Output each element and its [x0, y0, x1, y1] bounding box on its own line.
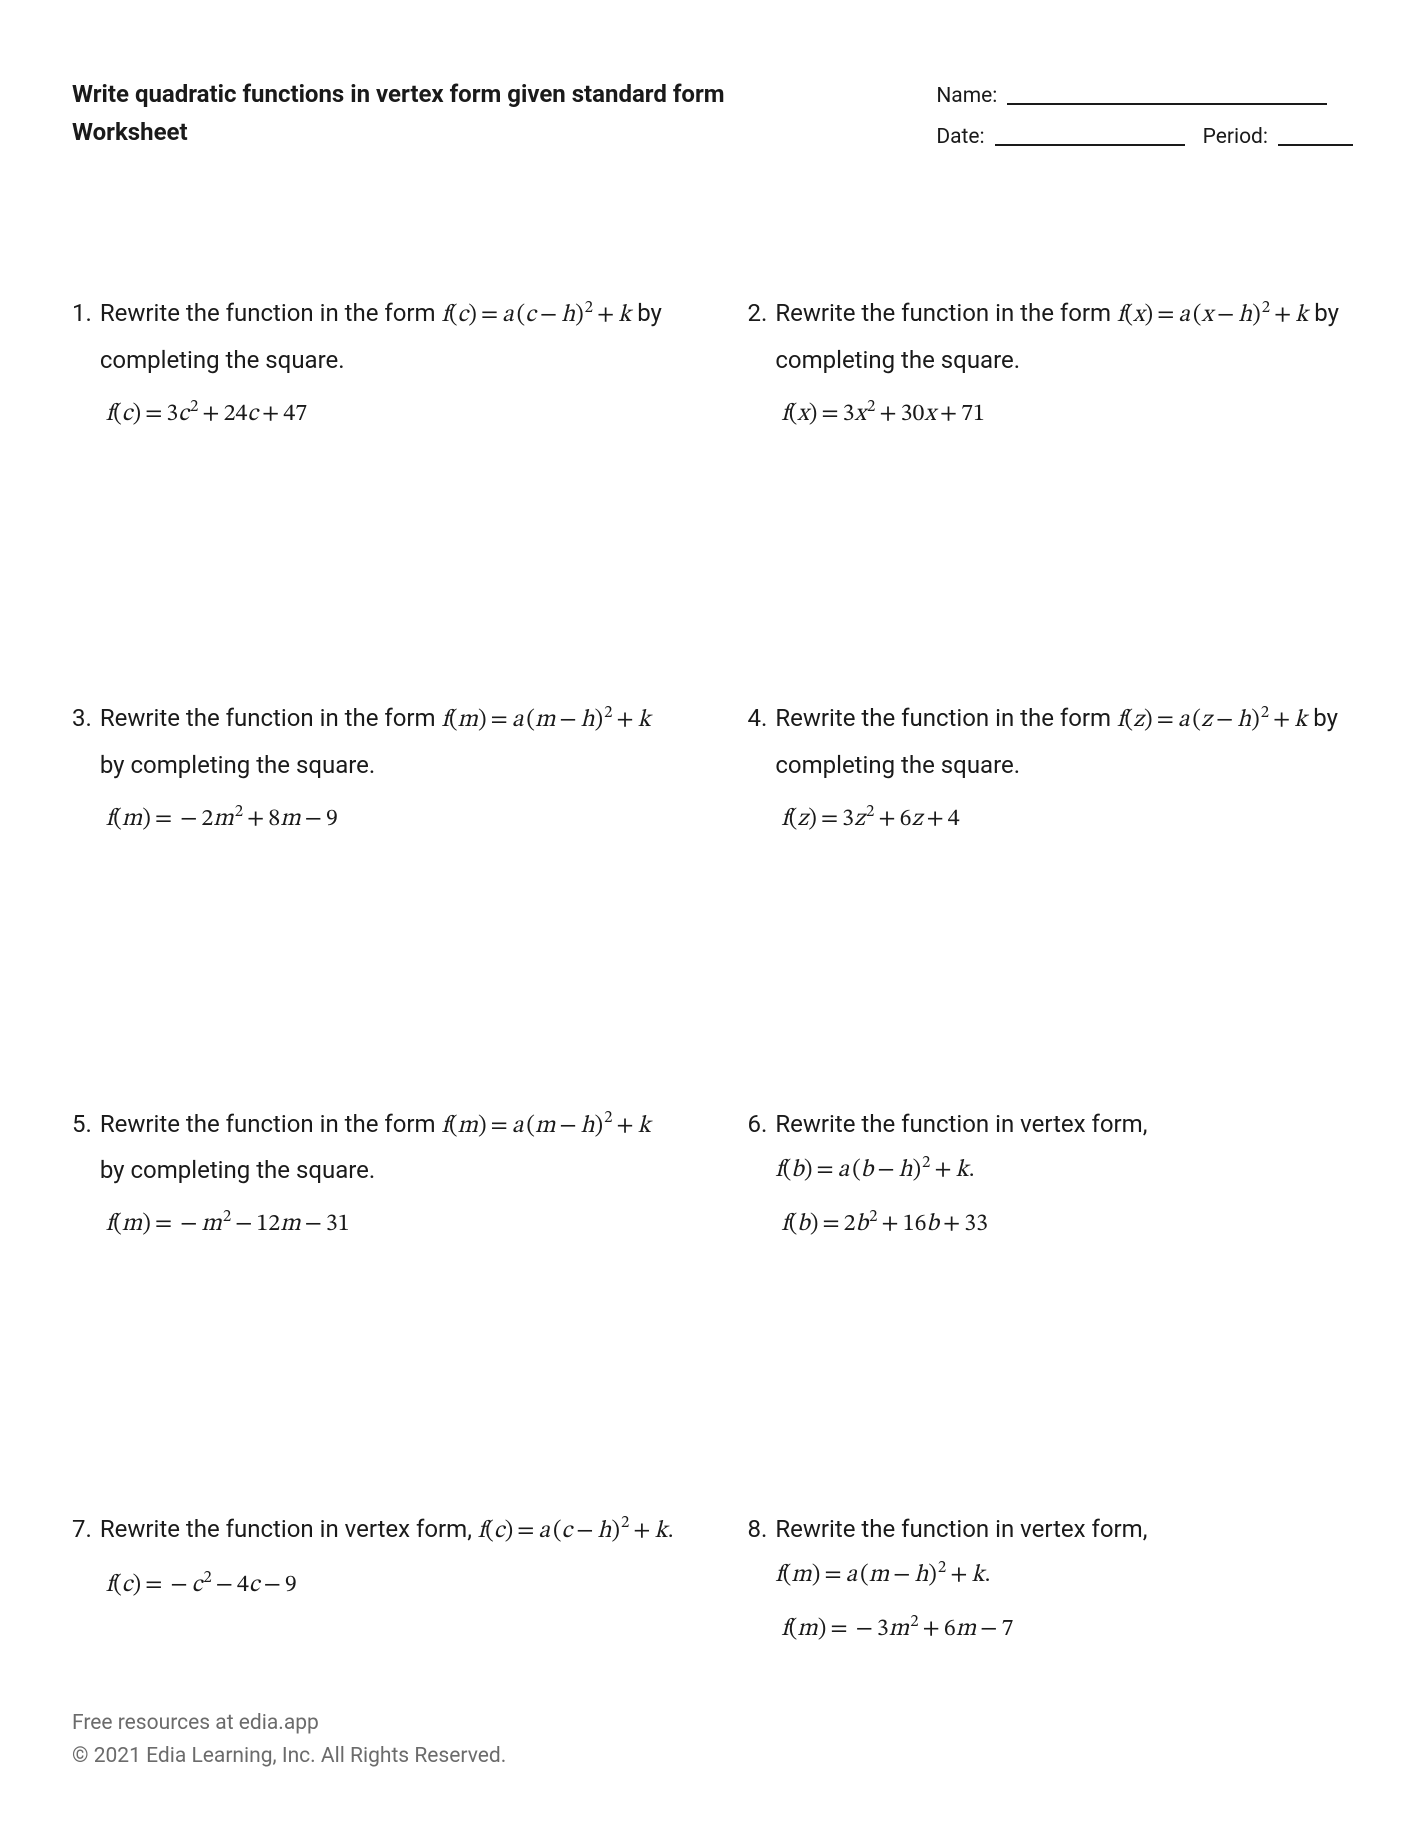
problem-1: 1.Rewrite the function in the form f(c)=…	[72, 291, 678, 436]
footer-line-1: Free resources at edia.app	[72, 1707, 506, 1741]
problem-equation: f(m)=−2m2+8m−9	[100, 795, 678, 841]
problem-5: 5.Rewrite the function in the form f(m)=…	[72, 1102, 678, 1247]
problem-body: Rewrite the function in the form f(m)=a …	[100, 1102, 678, 1247]
period-label: Period:	[1203, 125, 1268, 149]
problem-prompt: Rewrite the function in the form f(x)=a …	[775, 291, 1353, 382]
problem-body: Rewrite the function in the form f(c)=a …	[100, 291, 678, 436]
problem-prompt: Rewrite the function in the form f(z)=a …	[775, 696, 1353, 787]
date-period-line: Date: Period:	[936, 120, 1353, 149]
date-blank	[995, 123, 1185, 146]
problems-grid: 1.Rewrite the function in the form f(c)=…	[72, 291, 1353, 1652]
date-label: Date:	[936, 125, 984, 149]
problem-body: Rewrite the function in the form f(z)=a …	[775, 696, 1353, 841]
problem-equation: f(x)=3x2+30x+71	[775, 390, 1353, 436]
problem-equation: f(z)=3z2+6z+4	[775, 795, 1353, 841]
problem-3: 3.Rewrite the function in the form f(m)=…	[72, 696, 678, 841]
name-label: Name:	[936, 84, 997, 108]
problem-7: 7.Rewrite the function in vertex form, f…	[72, 1507, 678, 1652]
problem-prompt: Rewrite the function in vertex form, f(m…	[775, 1507, 1353, 1598]
problem-number: 1.	[72, 291, 92, 335]
problem-body: Rewrite the function in the form f(x)=a …	[775, 291, 1353, 436]
worksheet-header: Write quadratic functions in vertex form…	[72, 75, 1353, 161]
problem-number: 6.	[748, 1102, 768, 1146]
problem-number: 5.	[72, 1102, 92, 1146]
problem-prompt: Rewrite the function in the form f(m)=a …	[100, 1102, 678, 1193]
problem-number: 3.	[72, 696, 92, 740]
problem-prompt: Rewrite the function in vertex form, f(b…	[775, 1102, 1353, 1193]
problem-number: 8.	[748, 1507, 768, 1551]
problem-number: 4.	[748, 696, 768, 740]
meta-block: Name: Date: Period:	[936, 75, 1353, 161]
problem-number: 7.	[72, 1507, 92, 1551]
problem-equation: f(c)=3c2+24c+47	[100, 390, 678, 436]
problem-equation: f(m)=−3m2+6m−7	[775, 1605, 1353, 1651]
worksheet-footer: Free resources at edia.app © 2021 Edia L…	[72, 1707, 506, 1774]
period-blank	[1278, 123, 1353, 146]
problem-8: 8.Rewrite the function in vertex form, f…	[748, 1507, 1354, 1652]
problem-4: 4.Rewrite the function in the form f(z)=…	[748, 696, 1354, 841]
problem-body: Rewrite the function in vertex form, f(b…	[775, 1102, 1353, 1247]
problem-6: 6.Rewrite the function in vertex form, f…	[748, 1102, 1354, 1247]
title-block: Write quadratic functions in vertex form…	[72, 75, 812, 152]
problem-body: Rewrite the function in vertex form, f(m…	[775, 1507, 1353, 1652]
problem-equation: f(m)=−m2−12m−31	[100, 1200, 678, 1246]
problem-prompt: Rewrite the function in vertex form, f(c…	[100, 1507, 678, 1553]
problem-prompt: Rewrite the function in the form f(c)=a …	[100, 291, 678, 382]
footer-line-2: © 2021 Edia Learning, Inc. All Rights Re…	[72, 1740, 506, 1774]
worksheet-title: Write quadratic functions in vertex form…	[72, 75, 812, 152]
problem-equation: f(b)=2b2+16b+33	[775, 1200, 1353, 1246]
name-line: Name:	[936, 79, 1353, 108]
problem-body: Rewrite the function in the form f(m)=a …	[100, 696, 678, 841]
name-blank	[1007, 82, 1327, 105]
problem-body: Rewrite the function in vertex form, f(c…	[100, 1507, 678, 1608]
problem-prompt: Rewrite the function in the form f(m)=a …	[100, 696, 678, 787]
problem-equation: f(c)=−c2−4c−9	[100, 1561, 678, 1607]
problem-number: 2.	[748, 291, 768, 335]
problem-2: 2.Rewrite the function in the form f(x)=…	[748, 291, 1354, 436]
